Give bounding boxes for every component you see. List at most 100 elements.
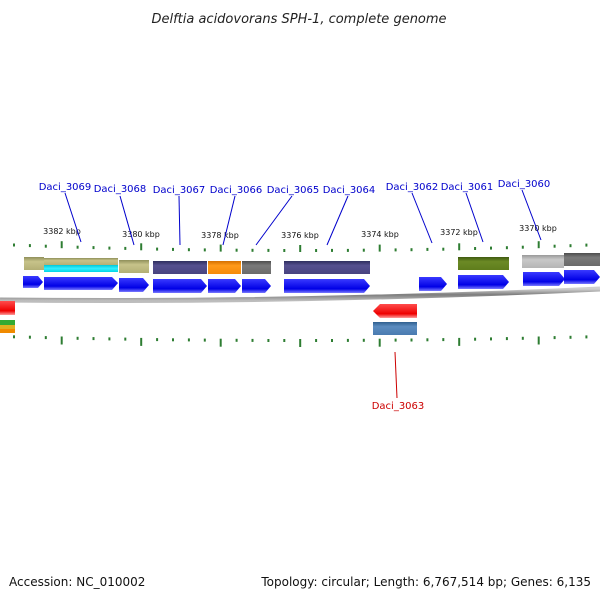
scale-tick: [13, 243, 15, 247]
scale-tick: [474, 247, 477, 250]
gene-arrow[interactable]: [23, 276, 43, 288]
gene-label[interactable]: Daci_3060: [498, 179, 551, 190]
annotation-bar[interactable]: [0, 320, 15, 325]
scale-tick: [537, 336, 540, 345]
scale-tick: [92, 337, 95, 341]
scale-tick: [251, 338, 254, 342]
scale-tick: [267, 339, 270, 342]
leader-line: [465, 192, 484, 243]
gene-label[interactable]: Daci_3064: [323, 185, 376, 196]
leader-line: [119, 195, 135, 246]
leader-line: [64, 192, 82, 243]
scale-tick: [124, 246, 127, 250]
gene-arrow[interactable]: [242, 279, 271, 293]
annotation-bar[interactable]: [24, 257, 44, 270]
scale-tick: [362, 248, 365, 252]
annotation-bar[interactable]: [458, 257, 509, 270]
gene-arrow[interactable]: [564, 270, 600, 284]
leader-line: [521, 189, 542, 241]
scale-tick: [585, 335, 588, 339]
scale-tick: [410, 248, 413, 252]
scale-tick: [505, 337, 508, 341]
gene-label[interactable]: Daci_3063: [372, 401, 425, 412]
gene-arrow[interactable]: [458, 275, 509, 289]
annotation-bar[interactable]: [119, 260, 149, 273]
gene-arrow[interactable]: [208, 279, 241, 293]
scale-tick: [505, 246, 508, 250]
scale-ticks-bottom: [13, 335, 588, 347]
scale-tick: [140, 337, 143, 346]
gene-track-forward: [23, 270, 600, 293]
scale-tick: [442, 247, 445, 251]
scale-tick: [378, 338, 381, 347]
scale-label: 3380 kbp: [122, 230, 160, 239]
gene-label[interactable]: Daci_3066: [210, 185, 263, 196]
annotation-bar[interactable]: [0, 329, 15, 333]
genome-summary-text: Topology: circular; Length: 6,767,514 bp…: [260, 575, 591, 589]
gene-arrow[interactable]: [119, 278, 149, 292]
scale-tick: [362, 338, 365, 342]
scale-tick: [108, 337, 111, 341]
annotation-bar[interactable]: [373, 322, 417, 335]
scale-tick: [426, 338, 429, 342]
annotation-bar[interactable]: [0, 325, 15, 329]
gene-arrow-reverse[interactable]: [373, 304, 417, 318]
leader-line: [255, 195, 293, 246]
scale-ticks-top: [13, 241, 588, 252]
gene-label[interactable]: Daci_3069: [39, 182, 92, 193]
scale-tick: [187, 338, 190, 342]
gene-label[interactable]: Daci_3062: [386, 182, 439, 193]
genome-backbone: [0, 286, 600, 304]
scale-tick: [474, 337, 477, 341]
scale-tick: [299, 339, 302, 347]
annotation-bar[interactable]: [44, 265, 118, 272]
gene-track-reverse: [0, 301, 417, 318]
scale-tick: [346, 248, 349, 252]
scale-tick: [172, 338, 174, 342]
annotation-bar[interactable]: [522, 255, 564, 268]
scale-labels: 3382 kbp 3380 kbp 3378 kbp 3376 kbp 3374…: [43, 224, 557, 240]
annotation-bar[interactable]: [208, 261, 241, 274]
annotation-track: [0, 253, 600, 335]
annotation-bar[interactable]: [242, 261, 271, 274]
scale-tick: [283, 339, 286, 342]
scale-tick: [521, 245, 524, 249]
scale-label: 3372 kbp: [440, 228, 478, 237]
annotation-bar[interactable]: [564, 253, 600, 266]
scale-tick: [458, 337, 461, 346]
gene-arrow-reverse[interactable]: [0, 301, 15, 315]
scale-tick: [331, 339, 333, 342]
scale-tick: [172, 247, 174, 251]
scale-tick: [490, 246, 492, 250]
scale-tick: [458, 243, 461, 251]
scale-label: 3376 kbp: [281, 231, 319, 240]
gene-arrow[interactable]: [419, 277, 447, 291]
gene-label[interactable]: Daci_3068: [94, 184, 147, 195]
map-title: Delftia acidovorans SPH-1, complete geno…: [151, 12, 446, 27]
scale-tick: [569, 335, 572, 339]
scale-tick: [156, 247, 159, 251]
scale-tick: [426, 247, 429, 251]
scale-tick: [13, 335, 15, 339]
gene-label[interactable]: Daci_3067: [153, 185, 206, 196]
scale-tick: [410, 338, 413, 342]
annotation-bar[interactable]: [284, 261, 370, 274]
scale-tick: [267, 248, 270, 252]
scale-tick: [60, 241, 63, 249]
scale-tick: [235, 338, 238, 342]
scale-tick: [346, 338, 349, 342]
scale-tick: [124, 337, 127, 341]
gene-arrow[interactable]: [284, 279, 370, 293]
gene-arrow[interactable]: [523, 272, 565, 286]
gene-arrow[interactable]: [44, 277, 118, 290]
scale-tick: [315, 249, 318, 252]
gene-label[interactable]: Daci_3065: [267, 185, 320, 196]
annotation-bar[interactable]: [44, 258, 118, 265]
scale-tick: [521, 336, 524, 340]
gene-arrow[interactable]: [153, 279, 207, 293]
gene-labels: Daci_3069 Daci_3068 Daci_3067 Daci_3066 …: [39, 179, 551, 412]
gene-label[interactable]: Daci_3061: [441, 182, 494, 193]
annotation-bar[interactable]: [153, 261, 207, 274]
leader-line: [411, 192, 433, 244]
